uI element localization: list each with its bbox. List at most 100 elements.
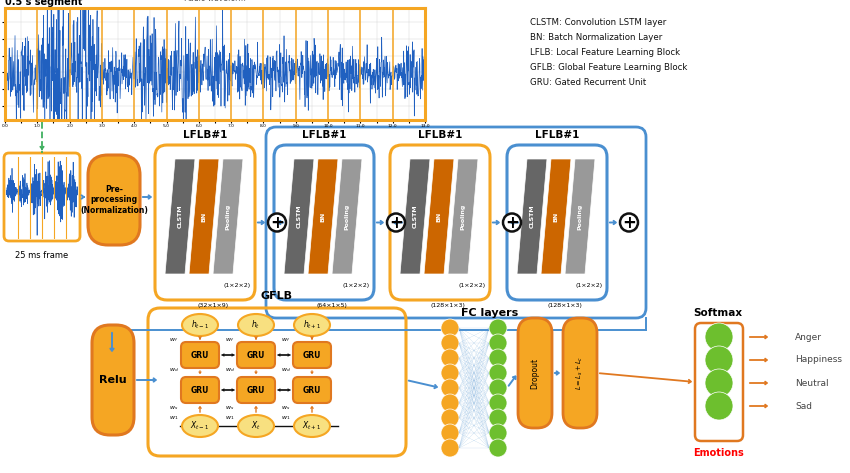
Text: Pooling: Pooling (344, 203, 349, 229)
Text: $X_{t-1}$: $X_{t-1}$ (190, 420, 210, 432)
Text: CLSTM: CLSTM (297, 205, 302, 228)
Text: $w_1$: $w_1$ (169, 414, 178, 422)
Circle shape (441, 364, 459, 382)
Circle shape (705, 369, 733, 397)
Ellipse shape (238, 415, 274, 437)
Text: CLSTM: CLSTM (412, 205, 417, 228)
Text: (1×2×2): (1×2×2) (224, 283, 251, 289)
Text: $w_1$: $w_1$ (281, 414, 291, 422)
Polygon shape (308, 159, 338, 274)
Text: Emotions: Emotions (694, 448, 745, 458)
Text: GFLB: GFLB (261, 291, 293, 301)
Text: CLSTM: CLSTM (530, 205, 535, 228)
Text: $w_f$: $w_f$ (169, 336, 178, 344)
Ellipse shape (182, 314, 218, 336)
Circle shape (489, 364, 507, 382)
Polygon shape (284, 159, 314, 274)
Circle shape (441, 439, 459, 457)
Polygon shape (400, 159, 430, 274)
Circle shape (441, 334, 459, 352)
Text: Pre-
processing
(Normalization): Pre- processing (Normalization) (80, 185, 148, 215)
Polygon shape (541, 159, 571, 274)
Ellipse shape (294, 314, 330, 336)
FancyBboxPatch shape (390, 145, 490, 300)
Ellipse shape (182, 415, 218, 437)
Text: $w_s$: $w_s$ (225, 404, 235, 412)
FancyBboxPatch shape (237, 377, 275, 403)
Text: 0.5 s segment: 0.5 s segment (5, 0, 82, 7)
Polygon shape (565, 159, 595, 274)
Circle shape (387, 213, 405, 231)
Text: GRU: GRU (246, 385, 265, 394)
Text: Pooling: Pooling (577, 203, 582, 229)
Circle shape (705, 323, 733, 351)
Text: (1×2×2): (1×2×2) (458, 283, 485, 289)
Text: (64×1×5): (64×1×5) (316, 304, 348, 308)
FancyBboxPatch shape (155, 145, 255, 300)
Text: LFLB#1: LFLB#1 (418, 130, 462, 140)
Circle shape (441, 409, 459, 427)
Text: Anger: Anger (795, 333, 822, 342)
Circle shape (620, 213, 638, 231)
Text: LFLB#1: LFLB#1 (302, 130, 346, 140)
Text: $h_{t-1}$: $h_{t-1}$ (190, 319, 209, 331)
Text: 25 ms frame: 25 ms frame (15, 251, 69, 260)
Text: $w_s$: $w_s$ (281, 404, 291, 412)
Text: (128×1×3): (128×1×3) (431, 304, 466, 308)
Polygon shape (189, 159, 219, 274)
Text: Softmax: Softmax (694, 308, 743, 318)
Circle shape (441, 349, 459, 367)
Ellipse shape (238, 314, 274, 336)
Text: CLSTM: CLSTM (178, 205, 183, 228)
FancyBboxPatch shape (518, 318, 552, 428)
Text: LFLB#1: LFLB#1 (535, 130, 579, 140)
Text: +: + (505, 214, 519, 232)
FancyBboxPatch shape (181, 377, 219, 403)
FancyBboxPatch shape (4, 153, 80, 241)
Text: +: + (270, 214, 284, 232)
Text: (1×2×2): (1×2×2) (343, 283, 370, 289)
Text: BN: BN (553, 211, 558, 222)
Circle shape (489, 334, 507, 352)
FancyBboxPatch shape (274, 145, 374, 300)
Text: BN: BN (437, 211, 441, 222)
Circle shape (489, 394, 507, 412)
Text: Audio waveform: Audio waveform (184, 0, 246, 3)
Text: $w_f$: $w_f$ (281, 336, 291, 344)
Text: GRU: Gated Recurrent Unit: GRU: Gated Recurrent Unit (530, 78, 646, 87)
Text: Pooling: Pooling (225, 203, 230, 229)
Ellipse shape (294, 415, 330, 437)
Text: LFLB: Local Feature Learning Block: LFLB: Local Feature Learning Block (530, 48, 680, 57)
Text: GRU: GRU (190, 350, 209, 359)
Text: $w_d$: $w_d$ (225, 367, 235, 375)
Text: +: + (622, 214, 636, 232)
Text: $X_{t+1}$: $X_{t+1}$ (303, 420, 321, 432)
Circle shape (503, 213, 521, 231)
Circle shape (441, 379, 459, 397)
Text: Neutral: Neutral (795, 378, 829, 387)
Text: (32×1×9): (32×1×9) (197, 304, 229, 308)
Polygon shape (165, 159, 195, 274)
Text: BN: Batch Normalization Layer: BN: Batch Normalization Layer (530, 33, 662, 42)
Circle shape (268, 213, 286, 231)
Circle shape (441, 319, 459, 337)
Text: $h_t$: $h_t$ (252, 319, 261, 331)
Circle shape (489, 409, 507, 427)
Text: $w_1$: $w_1$ (225, 414, 235, 422)
Text: FC layers: FC layers (462, 308, 518, 318)
Polygon shape (448, 159, 478, 274)
Text: BN: BN (201, 211, 207, 222)
Text: BN: BN (320, 211, 326, 222)
Text: (128×1×3): (128×1×3) (547, 304, 582, 308)
Circle shape (489, 379, 507, 397)
FancyBboxPatch shape (88, 155, 140, 245)
Text: GRU: GRU (190, 385, 209, 394)
Text: GFLB: Global Feature Learning Block: GFLB: Global Feature Learning Block (530, 63, 688, 72)
Circle shape (489, 439, 507, 457)
FancyBboxPatch shape (181, 342, 219, 368)
Text: +: + (389, 214, 403, 232)
Polygon shape (424, 159, 454, 274)
Text: $w_d$: $w_d$ (281, 367, 291, 375)
Text: $w_f$: $w_f$ (225, 336, 235, 344)
Text: Relu: Relu (99, 375, 127, 385)
